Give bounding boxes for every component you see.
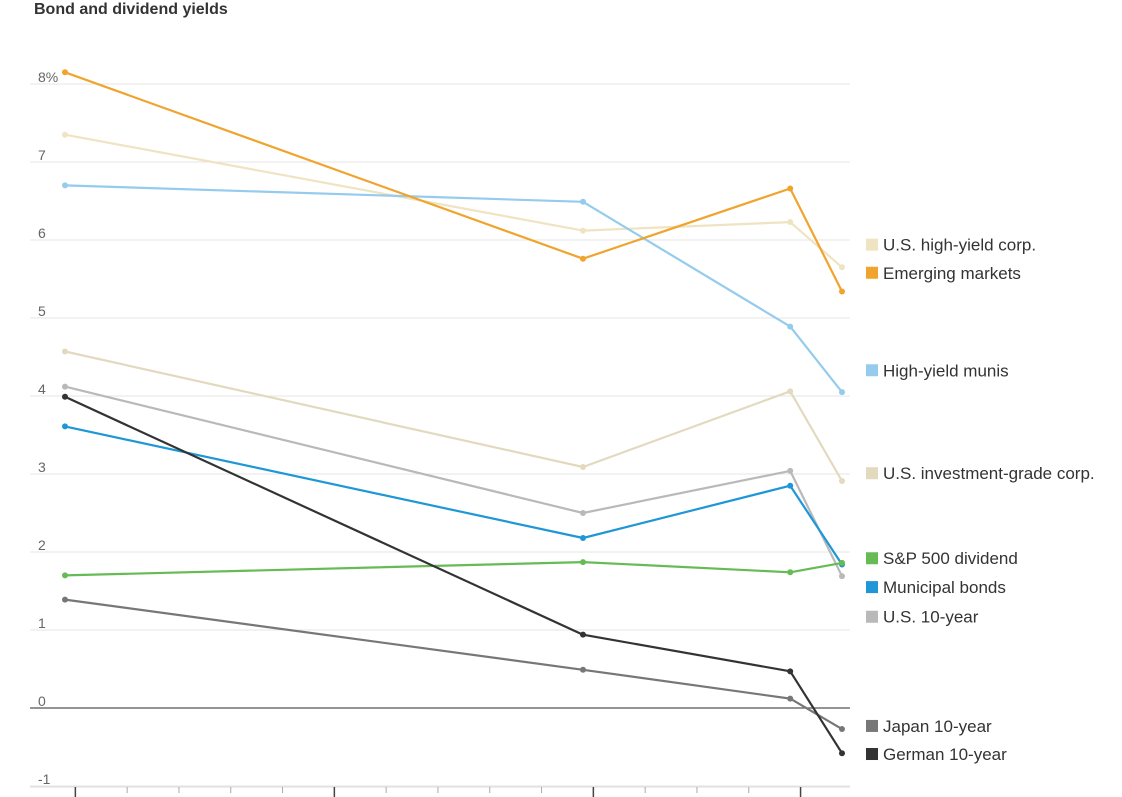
legend-swatch-german-10-year [866, 748, 878, 761]
series-line-u-s-high-yield-corp [63, 133, 844, 269]
legend-label-u-s-investment-grade-corp: U.S. investment-grade corp. [883, 464, 1095, 483]
legend: U.S. high-yield corp. Emerging markets Hig… [866, 236, 1095, 764]
data-point-u-s-high-yield-corp [839, 264, 845, 271]
y-tick-label: 2 [38, 537, 46, 553]
series-line-german-10-year [63, 395, 844, 755]
legend-swatch-u-s-investment-grade-corp [866, 467, 878, 480]
legend-swatch-emerging-markets [866, 266, 878, 279]
legend-swatch-japan-10-year [866, 719, 878, 732]
data-point-emerging-markets [787, 185, 794, 192]
data-point-german-10-year [839, 750, 845, 757]
legend-label-u-s-10-year: U.S. 10-year [883, 608, 979, 627]
data-point-municipal-bonds [787, 482, 794, 489]
legend-label-german-10-year: German 10-year [883, 745, 1007, 764]
y-tick-label: 5 [38, 303, 46, 319]
y-tick-label: 0 [38, 693, 46, 709]
data-point-japan-10-year [787, 695, 794, 702]
data-point-u-s-10-year [787, 467, 794, 474]
data-point-u-s-high-yield-corp [580, 227, 586, 234]
y-tick-label: 3 [38, 459, 46, 475]
legend-label-sandp-500-dividend: S&P 500 dividend [883, 549, 1018, 568]
data-point-sandp-500-dividend [62, 572, 68, 579]
legend-swatch-sandp-500-dividend [866, 552, 878, 565]
series-line-u-s-investment-grade-corp [63, 350, 844, 483]
x-axis-ticks [30, 786, 850, 797]
y-tick-label: -1 [38, 771, 51, 787]
data-point-u-s-10-year [62, 383, 68, 390]
data-point-u-s-high-yield-corp [787, 219, 794, 226]
data-point-emerging-markets [62, 69, 68, 76]
y-tick-labels: 8% 7 6 5 4 3 2 1 0 -1 [38, 69, 58, 787]
data-point-emerging-markets [580, 255, 586, 262]
series-line-sandp-500-dividend [63, 560, 844, 577]
data-point-german-10-year [787, 668, 794, 675]
data-point-u-s-10-year [580, 510, 586, 516]
data-point-high-yield-munis [580, 198, 586, 205]
data-point-municipal-bonds [580, 534, 586, 541]
y-tick-label: 4 [38, 381, 46, 397]
grid-layer [30, 83, 850, 787]
data-point-sandp-500-dividend [580, 559, 586, 566]
chart-title: Bond and dividend yields [34, 1, 228, 18]
legend-label-emerging-markets: Emerging markets [883, 264, 1021, 283]
data-point-german-10-year [580, 631, 586, 638]
legend-label-japan-10-year: Japan 10-year [883, 717, 992, 736]
data-point-high-yield-munis [839, 389, 845, 396]
data-point-german-10-year [62, 393, 68, 400]
legend-label-municipal-bonds: Municipal bonds [883, 578, 1006, 597]
legend-label-high-yield-munis: High-yield munis [883, 361, 1009, 380]
legend-swatch-high-yield-munis [866, 364, 878, 377]
data-point-emerging-markets [839, 288, 845, 295]
data-point-u-s-10-year [839, 573, 845, 580]
legend-label-u-s-high-yield-corp: U.S. high-yield corp. [883, 236, 1036, 255]
data-point-japan-10-year [580, 666, 586, 673]
legend-swatch-u-s-10-year [866, 610, 878, 623]
y-tick-label: 6 [38, 225, 46, 241]
y-tick-label: 7 [38, 147, 46, 163]
data-point-high-yield-munis [787, 323, 794, 330]
data-point-u-s-investment-grade-corp [839, 478, 845, 485]
data-point-u-s-investment-grade-corp [580, 463, 586, 470]
data-point-japan-10-year [839, 726, 845, 733]
data-point-municipal-bonds [62, 423, 68, 430]
series-line-municipal-bonds [63, 425, 844, 566]
legend-swatch-u-s-high-yield-corp [866, 238, 878, 251]
series-line-emerging-markets [63, 71, 844, 293]
series-line-japan-10-year [63, 598, 844, 731]
data-point-japan-10-year [62, 596, 68, 603]
data-point-u-s-investment-grade-corp [62, 348, 68, 355]
y-tick-label: 8% [38, 69, 58, 85]
data-point-sandp-500-dividend [787, 569, 794, 576]
series-layer [62, 69, 845, 757]
series-line-high-yield-munis [63, 184, 844, 394]
data-point-u-s-investment-grade-corp [787, 388, 794, 395]
legend-swatch-municipal-bonds [866, 581, 878, 594]
y-tick-label: 1 [38, 615, 46, 631]
data-point-u-s-high-yield-corp [62, 131, 68, 138]
data-point-sandp-500-dividend [839, 559, 845, 566]
data-point-high-yield-munis [62, 182, 68, 189]
